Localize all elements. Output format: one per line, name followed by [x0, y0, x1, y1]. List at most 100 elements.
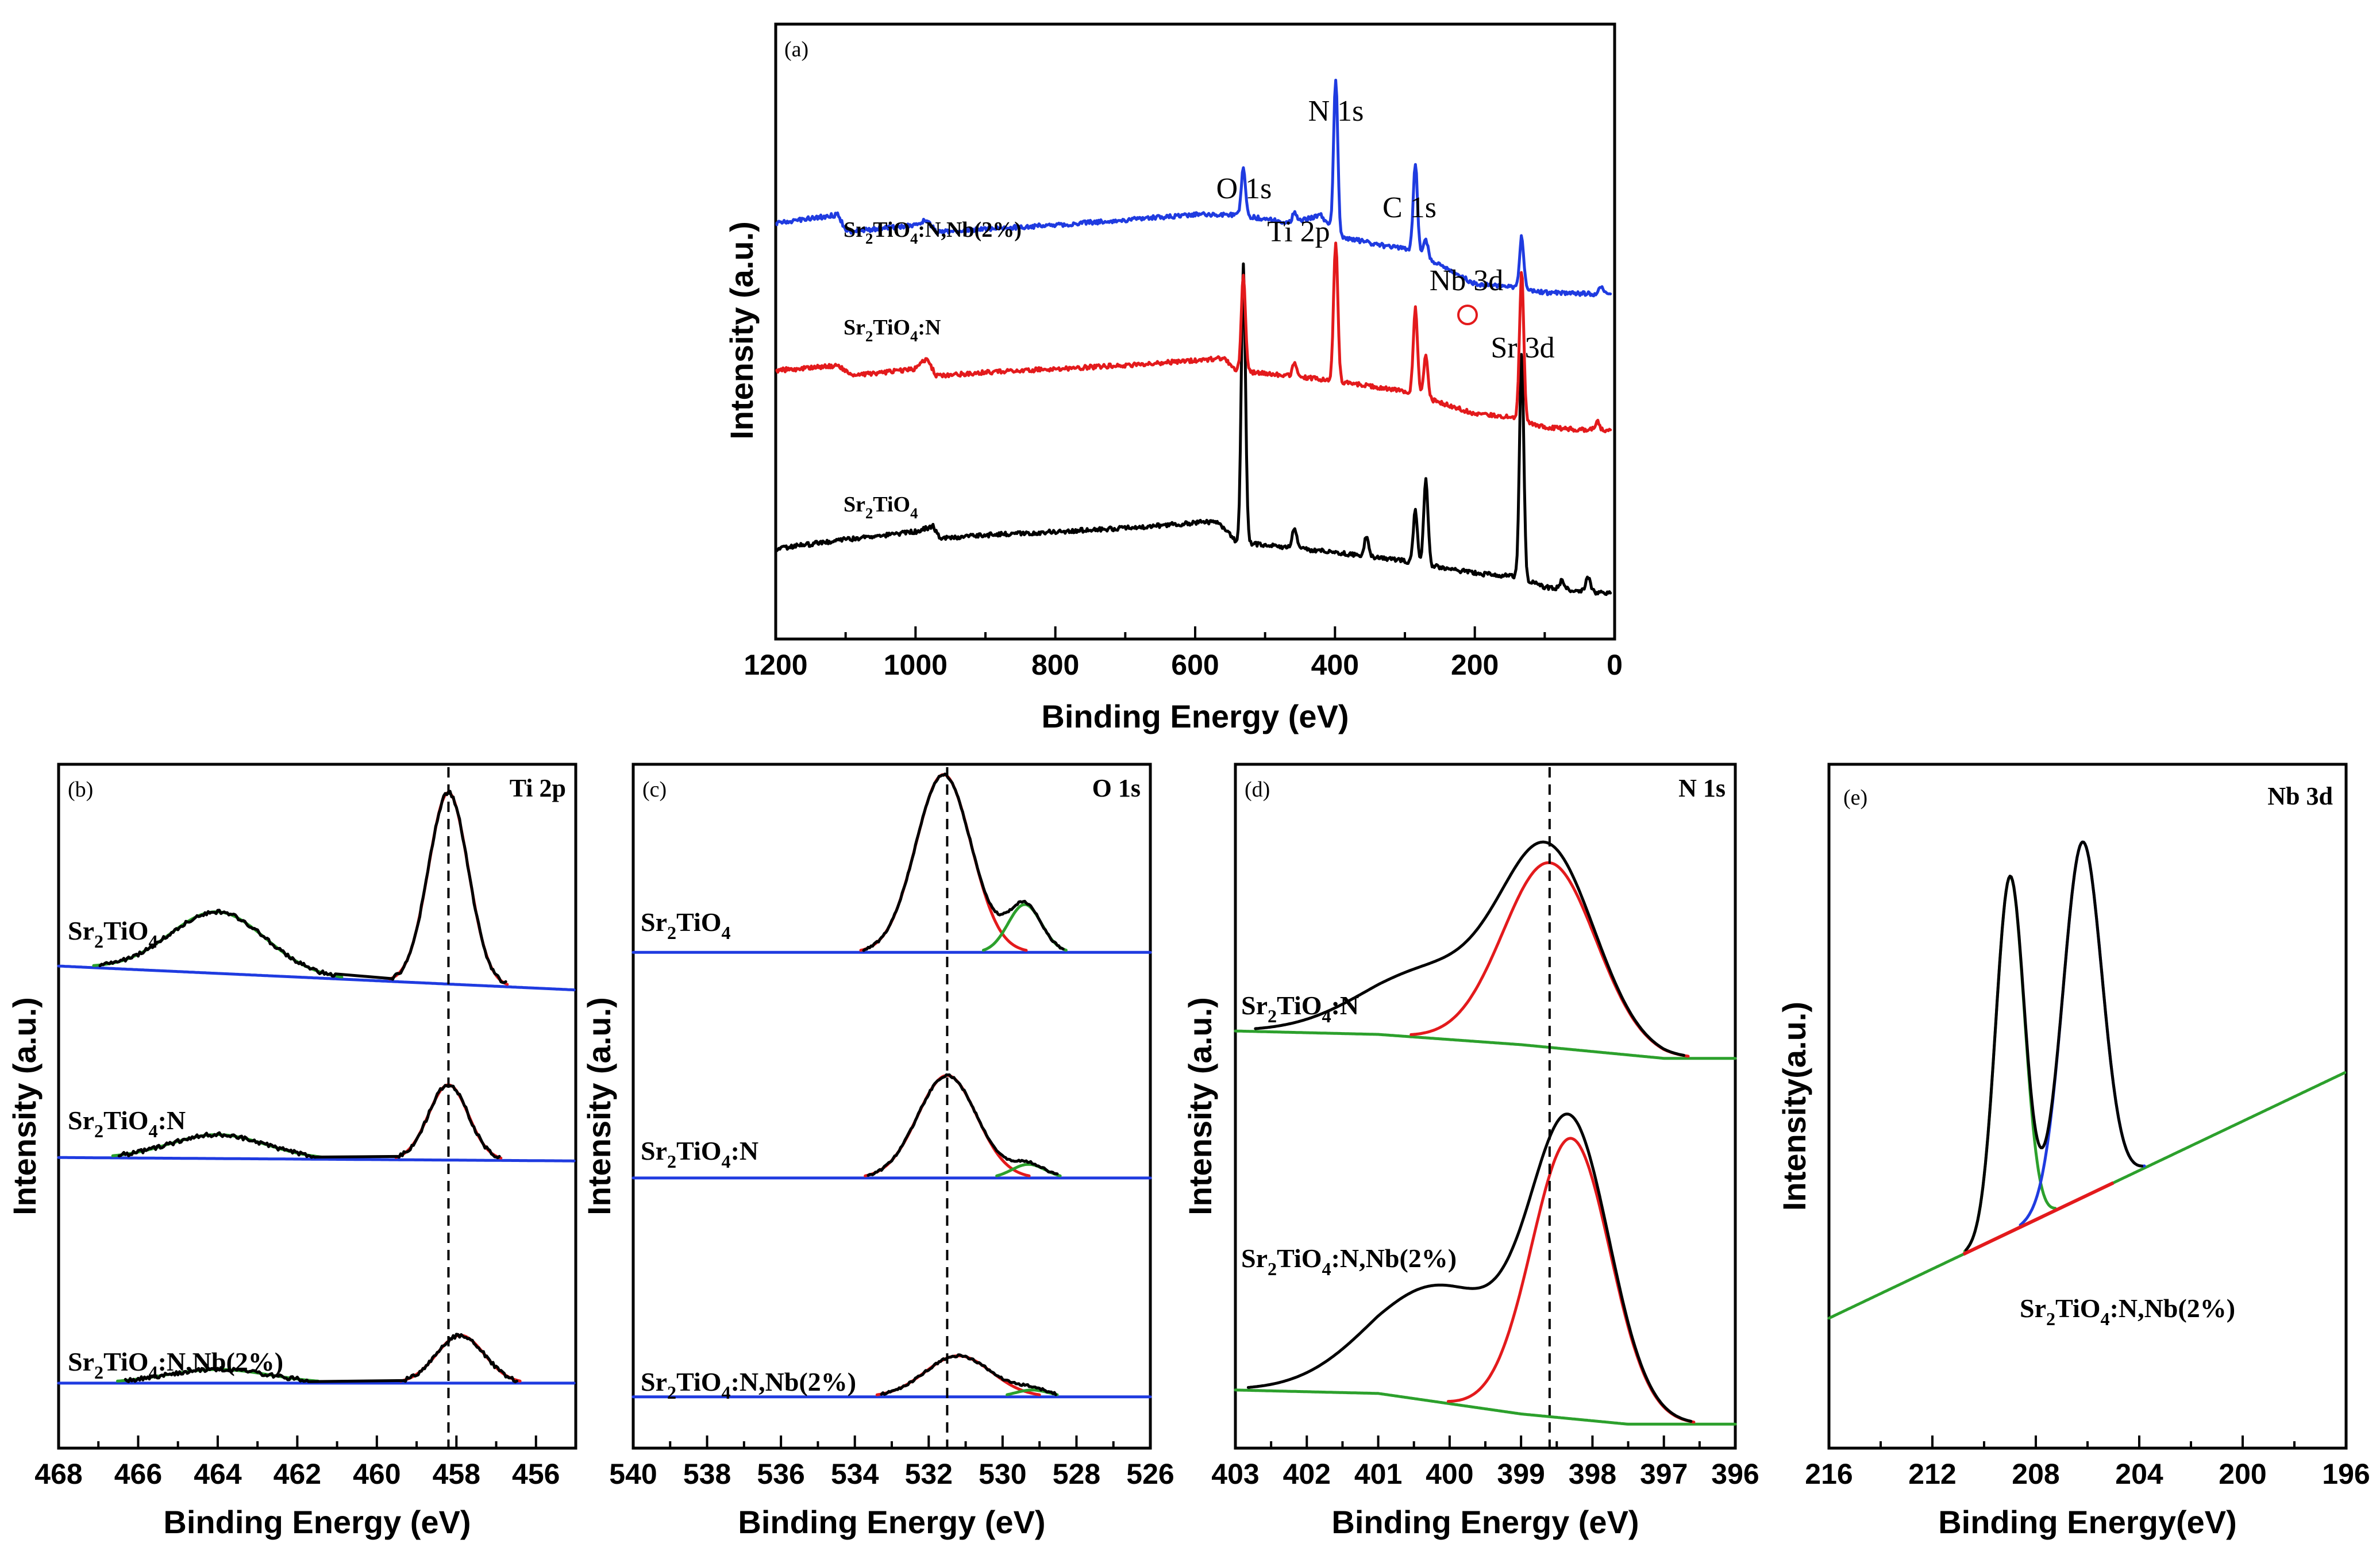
lbl-b0-mid: TiO: [103, 916, 148, 945]
lbl-d0-sub: 2: [1268, 1006, 1277, 1026]
panel-b-label: (b): [68, 778, 93, 802]
lbl-b1-mid: TiO: [103, 1106, 148, 1135]
panel-c-component-1-1: [995, 1163, 1062, 1177]
panel-a-tick-label: 1200: [744, 649, 807, 681]
panel-a-tick-label: 800: [1031, 649, 1079, 681]
panel-d-y-axis-label: Intensity (a.u.): [1182, 997, 1218, 1215]
panel-b-background-1: [57, 1156, 576, 1163]
panel-d-tick-label: 397: [1640, 1458, 1688, 1490]
panel-c-tick-label: 532: [905, 1458, 953, 1490]
lbl-b1-tail: :N: [158, 1106, 186, 1135]
nb-3d-marker-circle: [1457, 305, 1478, 325]
lbl-a0-sub: 2: [865, 505, 873, 522]
lbl-b0-sub: 2: [94, 931, 103, 952]
lbl-c2-tail: :N,Nb(2%): [731, 1367, 856, 1396]
lbl-c1-sub: 2: [667, 1151, 676, 1172]
panel-d-tick-label: 401: [1354, 1458, 1402, 1490]
panel-b-tick-label: 456: [512, 1458, 560, 1490]
panel-d-envelope-1: [1246, 1113, 1693, 1423]
panel-c-tick-label: 528: [1053, 1458, 1100, 1490]
panel-d-label-sr2tio4-n-nb: Sr2TiO4:N,Nb(2%): [1241, 1244, 1457, 1279]
lbl-c2-mid: TiO: [676, 1367, 721, 1396]
panel-d-tick-label: 399: [1497, 1458, 1545, 1490]
panel-c-label-sr2tio4-n: Sr2TiO4:N: [641, 1136, 758, 1172]
panel-c-tick-label: 536: [757, 1458, 804, 1490]
panel-e-label-sr2tio4-n-nb: Sr2TiO4:N,Nb(2%): [2020, 1294, 2235, 1329]
lbl-b2-mid: TiO: [103, 1347, 148, 1376]
lbl-b1-sub2: 4: [149, 1121, 158, 1141]
peak-label-0: O 1s: [1216, 172, 1272, 205]
panel-d-background-0: [1234, 1029, 1737, 1060]
lbl-c1-sub2: 4: [722, 1151, 731, 1172]
panel-e-label: (e): [1843, 786, 1867, 810]
panel-e-series: [1827, 840, 2347, 1320]
panel-c-label-sr2tio4-n-nb: Sr2TiO4:N,Nb(2%): [641, 1367, 856, 1403]
panel-b-label-sr2tio4-n: Sr2TiO4:N: [68, 1106, 186, 1141]
panel-a-label-sr2tio4-n-nb: Sr2TiO4:N,Nb(2%): [844, 218, 1022, 247]
panel-b-tick-label: 462: [274, 1458, 321, 1490]
lbl-a1-mid: TiO: [873, 315, 910, 340]
lbl-c0-mid: TiO: [676, 907, 721, 937]
lbl-a2-sub2: 4: [910, 230, 918, 247]
panel-e-tick-label: 200: [2219, 1458, 2266, 1490]
lbl-a2-sr: Sr: [844, 218, 865, 242]
panel-c-label: (c): [642, 778, 667, 802]
lbl-d0-sub2: 4: [1322, 1006, 1331, 1026]
panel-c-tick-label: 526: [1126, 1458, 1174, 1490]
panel-b-title: Ti 2p: [510, 774, 566, 802]
lbl-c0-sub2: 4: [722, 922, 731, 943]
panel-a-y-axis-label: Intensity (a.u.): [723, 221, 760, 440]
lbl-d1-tail: :N,Nb(2%): [1331, 1244, 1457, 1273]
panel-d-n1s: (d) N 1s 403 402 401 400 399 398 397 396 Bindin…: [1182, 763, 1759, 1540]
panel-b-frame: [57, 763, 577, 1450]
lbl-c2-sub2: 4: [722, 1382, 731, 1403]
panel-d-frame: [1234, 763, 1737, 1450]
panel-a-label-sr2tio4: Sr2TiO4: [844, 492, 918, 522]
lbl-a0-mid: TiO: [873, 492, 910, 517]
panel-c-label-sr2tio4: Sr2TiO4: [641, 907, 731, 943]
panel-b-ti2p: (b) Ti 2p 468 466 464 462 460 458 456 Binding …: [6, 763, 577, 1540]
panel-b-tick-label: 458: [433, 1458, 480, 1490]
panel-d-title: N 1s: [1678, 774, 1726, 802]
panel-c-o1s: (c) O 1s 540 538 536 534 532 530 528 526 Bindin…: [581, 763, 1174, 1540]
panel-e-tick-label: 208: [2012, 1458, 2059, 1490]
lbl-b0-sr: Sr: [68, 916, 94, 945]
peak-label-4: Nb 3d: [1430, 264, 1504, 297]
lbl-b2-sr: Sr: [68, 1347, 94, 1376]
panel-d-label-sr2tio4-n: Sr2TiO4:N: [1241, 991, 1359, 1026]
panel-e-tick-label: 204: [2115, 1458, 2163, 1490]
panel-d-tick-label: 403: [1211, 1458, 1259, 1490]
lbl-e0-tail: :N,Nb(2%): [2110, 1294, 2235, 1323]
panel-b-component-1-1: [111, 1133, 325, 1159]
panel-d-tick-label: 396: [1711, 1458, 1759, 1490]
panel-d-envelope-0: [1254, 840, 1685, 1057]
panel-e-x-axis-label: Binding Energy(eV): [1938, 1504, 2237, 1540]
panel-a-tick-label: 1000: [884, 649, 948, 681]
panel-d-series: [1234, 767, 1737, 1448]
panel-e-tick-label: 196: [2322, 1458, 2370, 1490]
panel-b-envelope-2: [124, 1333, 518, 1384]
panel-b-tick-label: 468: [34, 1458, 82, 1490]
lbl-d1-sr: Sr: [1241, 1244, 1268, 1273]
lbl-c1-tail: :N: [731, 1136, 759, 1165]
panel-b-tick-label: 466: [114, 1458, 162, 1490]
panel-c-x-axis-label: Binding Energy (eV): [738, 1504, 1045, 1540]
survey-line-2: [775, 79, 1612, 298]
peak-label-3: C 1s: [1382, 191, 1437, 224]
survey-line-1: [775, 241, 1612, 433]
panel-b-envelope-0: [98, 790, 507, 984]
panel-c-title: O 1s: [1092, 774, 1141, 802]
panel-c-envelope-2: [880, 1353, 1057, 1396]
lbl-b0-sub2: 4: [149, 931, 158, 952]
lbl-d1-sub: 2: [1268, 1258, 1277, 1279]
panel-d-tick-label: 400: [1426, 1458, 1473, 1490]
lbl-a1-sub2: 4: [910, 328, 918, 345]
lbl-d1-mid: TiO: [1277, 1244, 1322, 1273]
panel-a-tick-label: 200: [1451, 649, 1499, 681]
panel-c-series: [631, 767, 1152, 1448]
panel-a-label: (a): [784, 37, 808, 61]
lbl-e0-sr: Sr: [2020, 1294, 2046, 1323]
panel-b-tick-label: 464: [194, 1458, 242, 1490]
lbl-e0-sub2: 4: [2101, 1308, 2110, 1329]
